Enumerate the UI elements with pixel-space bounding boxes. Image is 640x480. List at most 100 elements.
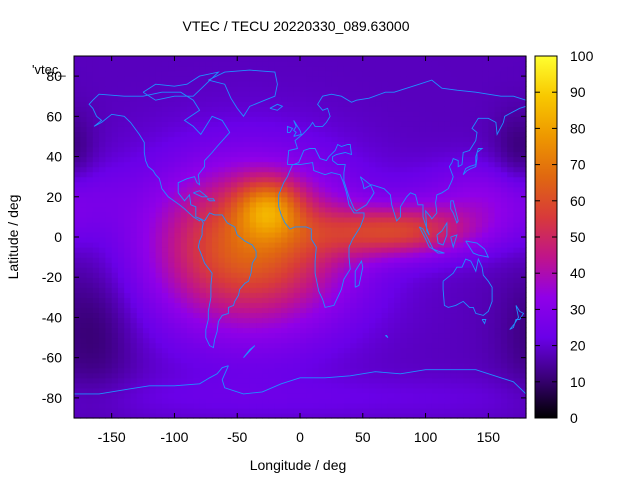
heatmap-cell (456, 352, 464, 359)
heatmap-cell (350, 91, 358, 97)
heatmap-cell (337, 96, 345, 102)
heatmap-cell (237, 327, 245, 334)
heatmap-cell (469, 106, 477, 112)
heatmap-cell (356, 382, 364, 389)
heatmap-cell (318, 382, 326, 389)
heatmap-cell (205, 387, 213, 394)
heatmap-cell (274, 136, 282, 143)
heatmap-cell (256, 267, 263, 273)
heatmap-cell (92, 201, 100, 208)
heatmap-cell (136, 211, 144, 218)
heatmap-cell (230, 287, 238, 293)
heatmap-cell (136, 201, 144, 208)
heatmap-cell (500, 347, 508, 354)
heatmap-cell (149, 292, 157, 298)
heatmap-cell (431, 71, 439, 77)
heatmap-cell (86, 397, 94, 404)
heatmap-cell (456, 166, 464, 173)
heatmap-cell (274, 402, 282, 409)
heatmap-cell (268, 126, 276, 133)
heatmap-cell (180, 342, 188, 349)
heatmap-cell (356, 146, 364, 153)
heatmap-cell (117, 226, 125, 233)
heatmap-cell (111, 106, 119, 112)
heatmap-cell (80, 412, 88, 419)
heatmap-cell (325, 397, 332, 404)
heatmap-cell (369, 111, 376, 117)
heatmap-cell (394, 201, 402, 208)
heatmap-cell (256, 66, 263, 72)
heatmap-cell (394, 357, 402, 364)
heatmap-cell (381, 402, 389, 409)
heatmap-cell (331, 56, 339, 62)
heatmap-cell (337, 56, 345, 62)
heatmap-cell (356, 362, 364, 369)
heatmap-cell (143, 277, 150, 283)
heatmap-cell (450, 176, 458, 183)
heatmap-cell (331, 237, 339, 243)
heatmap-cell (419, 387, 427, 394)
heatmap-cell (438, 272, 445, 278)
heatmap-cell (450, 56, 458, 62)
heatmap-cell (136, 262, 144, 268)
heatmap-cell (438, 342, 445, 349)
heatmap-cell (463, 342, 471, 349)
heatmap-cell (143, 377, 150, 384)
heatmap-cell (438, 282, 445, 288)
heatmap-cell (318, 262, 326, 268)
heatmap-cell (117, 121, 125, 127)
heatmap-cell (174, 226, 182, 233)
heatmap-cell (105, 387, 113, 394)
heatmap-cell (230, 121, 238, 127)
heatmap-cell (130, 252, 138, 258)
heatmap-cell (362, 231, 370, 238)
heatmap-cell (274, 277, 282, 283)
heatmap-cell (450, 317, 458, 324)
heatmap-cell (387, 206, 395, 213)
heatmap-cell (350, 186, 358, 193)
heatmap-cell (249, 392, 257, 399)
heatmap-cell (375, 71, 383, 77)
heatmap-cell (268, 337, 276, 344)
heatmap-cell (362, 191, 370, 198)
heatmap-cell (86, 237, 94, 243)
heatmap-cell (312, 262, 320, 268)
heatmap-cell (287, 282, 295, 288)
heatmap-cell (475, 111, 483, 117)
heatmap-cell (243, 66, 251, 72)
heatmap-cell (300, 71, 307, 77)
heatmap-cell (400, 121, 408, 127)
heatmap-cell (494, 121, 502, 127)
heatmap-cell (111, 111, 119, 117)
heatmap-cell (331, 327, 339, 334)
heatmap-cell (168, 106, 176, 112)
heatmap-cell (300, 146, 307, 153)
heatmap-cell (149, 111, 157, 117)
heatmap-cell (475, 191, 483, 198)
heatmap-cell (337, 126, 345, 133)
heatmap-cell (199, 292, 207, 298)
heatmap-cell (187, 156, 194, 163)
heatmap-cell (438, 121, 445, 127)
heatmap-cell (293, 126, 301, 133)
heatmap-cell (117, 267, 125, 273)
heatmap-cell (174, 56, 182, 62)
heatmap-cell (300, 337, 307, 344)
heatmap-cell (105, 191, 113, 198)
heatmap-cell (482, 337, 489, 344)
heatmap-cell (80, 216, 88, 223)
heatmap-cell (268, 186, 276, 193)
heatmap-cell (331, 96, 339, 102)
heatmap-cell (193, 91, 201, 97)
heatmap-cell (463, 226, 471, 233)
heatmap-cell (274, 337, 282, 344)
heatmap-cell (230, 317, 238, 324)
heatmap-cell (193, 101, 201, 107)
heatmap-cell (337, 347, 345, 354)
heatmap-cell (431, 297, 439, 303)
heatmap-cell (369, 287, 376, 293)
heatmap-cell (500, 76, 508, 82)
heatmap-cell (500, 66, 508, 72)
heatmap-cell (488, 81, 496, 87)
heatmap-cell (438, 186, 445, 193)
